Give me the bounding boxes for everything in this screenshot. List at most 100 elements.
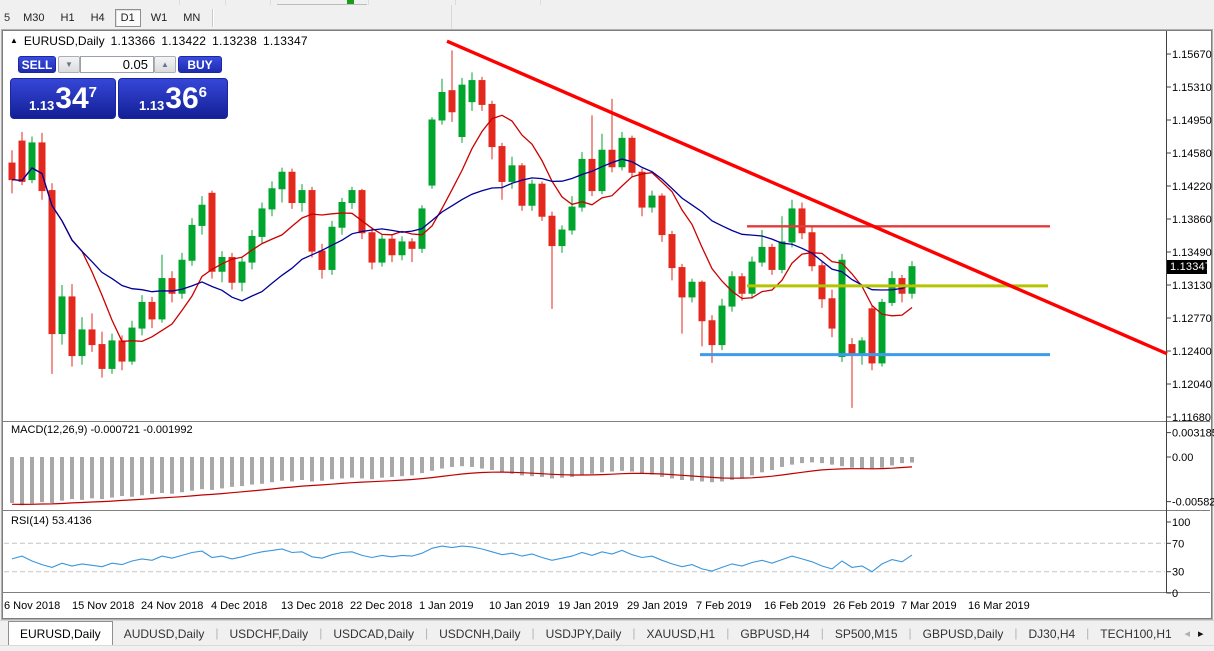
tf-button-W1[interactable]: W1 [150, 11, 168, 24]
chart-window: 1.15670 1.15310 1.14950 1.14580 1.14220 1.138… [1, 29, 1214, 620]
tab-separator: | [908, 626, 912, 640]
date-tick-label: 24 Nov 2018 [141, 600, 203, 612]
tf-button-H1[interactable]: H1 [60, 11, 75, 24]
tab-separator: | [726, 626, 730, 640]
toolbar-separator [540, 0, 541, 5]
macd-indicator-label: MACD(12,26,9) -0.000721 -0.001992 [11, 424, 193, 436]
tab-scroll-right-icon[interactable]: ▸ [1198, 627, 1204, 640]
tab-separator: | [319, 626, 323, 640]
price-tick-label: 1.13860 [1172, 214, 1212, 226]
tab-scroll-left-icon[interactable]: ◂ [1184, 627, 1190, 640]
tf-button-M30[interactable]: M30 [23, 11, 45, 24]
bid-pips: 34 [55, 82, 89, 115]
ask-quote-button[interactable]: 1.13 36 6 [118, 78, 228, 119]
toolbar-separator [455, 0, 456, 5]
volume-input[interactable] [80, 56, 154, 73]
triangle-down-icon: ▼ [65, 60, 73, 69]
toolbar-groove-separator [212, 8, 214, 27]
tf-button-H4[interactable]: H4 [90, 11, 105, 24]
toolbar-button-edge [277, 4, 367, 5]
rsi-indicator-label: RSI(14) 53.4136 [11, 515, 92, 527]
tab-usdchf-daily[interactable]: USDCHF,Daily [229, 626, 309, 641]
triangle-up-icon: ▲ [161, 60, 169, 69]
upper-toolbar-strip [0, 0, 1214, 5]
price-tick-label: 1.14950 [1172, 115, 1212, 127]
bid-quote-button[interactable]: 1.13 34 7 [10, 78, 116, 119]
toolbar-separator [270, 0, 271, 5]
rsi-tick-label: 30 [1172, 567, 1184, 579]
ohlc-high: 1.13422 [161, 34, 207, 48]
tab-gbpusd-daily[interactable]: GBPUSD,Daily [922, 626, 1004, 641]
tab-tech100-h1[interactable]: TECH100,H1 [1100, 626, 1172, 641]
price-tick-label: 1.15310 [1172, 82, 1212, 94]
date-tick-label: 22 Dec 2018 [350, 600, 412, 612]
moving-average-8[interactable] [11, 114, 913, 343]
date-tick-label: 15 Nov 2018 [72, 600, 134, 612]
collapse-quote-panel-arrow[interactable]: ▲ [10, 35, 18, 45]
tab-separator: | [1086, 626, 1090, 640]
ask-prefix: 1.13 [138, 98, 165, 113]
timeframe-toolbar: 5 M30 H1 H4 D1 W1 MN [0, 5, 452, 30]
date-tick-label: 4 Dec 2018 [211, 600, 267, 612]
ohlc-low: 1.13238 [212, 34, 257, 48]
tab-separator: | [632, 626, 636, 640]
date-tick-label: 7 Mar 2019 [901, 600, 957, 612]
tab-eurusd-daily[interactable]: EURUSD,Daily [8, 621, 113, 645]
sell-button[interactable]: SELL [18, 56, 56, 73]
rsi-tick-label: 0 [1172, 588, 1178, 600]
date-tick-label: 26 Feb 2019 [833, 600, 895, 612]
descending-trendline[interactable] [446, 39, 1168, 356]
connection-status-icon [347, 0, 354, 4]
bid-point: 7 [88, 84, 98, 101]
ohlc-open: 1.13366 [110, 34, 156, 48]
price-tick-label: 1.14220 [1172, 181, 1212, 193]
price-tick-label: 1.13490 [1172, 247, 1212, 259]
date-tick-label: 6 Nov 2018 [4, 600, 60, 612]
macd-tick-label: 0.00 [1172, 452, 1193, 464]
date-tick-label: 1 Jan 2019 [419, 600, 473, 612]
tab-xauusd-h1[interactable]: XAUUSD,H1 [646, 626, 716, 641]
price-tick-label: 1.15670 [1172, 49, 1212, 61]
chart-symbol-period: EURUSD,Daily [23, 34, 105, 48]
date-tick-label: 19 Jan 2019 [558, 600, 619, 612]
tab-sp500-m15[interactable]: SP500,M15 [834, 626, 898, 641]
tab-usdcad-daily[interactable]: USDCAD,Daily [333, 626, 414, 641]
moving-average-20[interactable] [11, 158, 913, 302]
volume-decrease-button[interactable]: ▼ [58, 56, 80, 73]
tab-separator: | [820, 626, 824, 640]
tab-dj30-h4[interactable]: DJ30,H4 [1028, 626, 1076, 641]
status-strip [0, 645, 1214, 651]
rsi-line [11, 545, 913, 573]
chart-tab-bar: EURUSD,Daily AUDUSD,Daily | USDCHF,Daily | US… [0, 620, 1214, 645]
tab-scroll-arrows: ◂ ▸ [1176, 624, 1212, 642]
volume-increase-button[interactable]: ▲ [154, 56, 176, 73]
tf-button-D1[interactable]: D1 [114, 8, 141, 27]
tf-button-5[interactable]: 5 [4, 11, 11, 24]
bid-prefix: 1.13 [28, 98, 55, 113]
price-tick-label: 1.12770 [1172, 313, 1212, 325]
current-price-tag: 1.13347 [1167, 260, 1211, 274]
buy-button[interactable]: BUY [178, 56, 222, 73]
toolbar-separator [368, 0, 369, 5]
macd-tick-label: -0.005827 [1172, 497, 1214, 509]
tab-separator: | [1014, 626, 1018, 640]
price-tick-label: 1.12040 [1172, 379, 1212, 391]
date-tick-label: 16 Mar 2019 [968, 600, 1030, 612]
ask-point: 6 [198, 84, 208, 101]
tab-audusd-daily[interactable]: AUDUSD,Daily [123, 626, 205, 641]
chart-window-frame [2, 30, 1212, 619]
date-tick-label: 7 Feb 2019 [696, 600, 752, 612]
tab-separator: | [215, 626, 219, 640]
tab-usdcnh-daily[interactable]: USDCNH,Daily [439, 626, 521, 641]
date-tick-label: 16 Feb 2019 [764, 600, 826, 612]
ohlc-close: 1.13347 [262, 34, 308, 48]
price-tick-label: 1.13130 [1172, 280, 1212, 292]
tab-usdjpy-daily[interactable]: USDJPY,Daily [545, 626, 622, 641]
one-click-trade-panel: SELL ▼ ▲ BUY 1.13 34 7 1.13 36 6 [10, 52, 238, 120]
macd-tick-label: 0.003185 [1172, 428, 1214, 440]
tab-gbpusd-h4[interactable]: GBPUSD,H4 [740, 626, 810, 641]
tf-button-MN[interactable]: MN [183, 11, 201, 24]
chart-title-bar: ▲ EURUSD,Daily 1.13366 1.13422 1.13238 1… [10, 34, 308, 48]
macd-signal-line [11, 466, 913, 506]
